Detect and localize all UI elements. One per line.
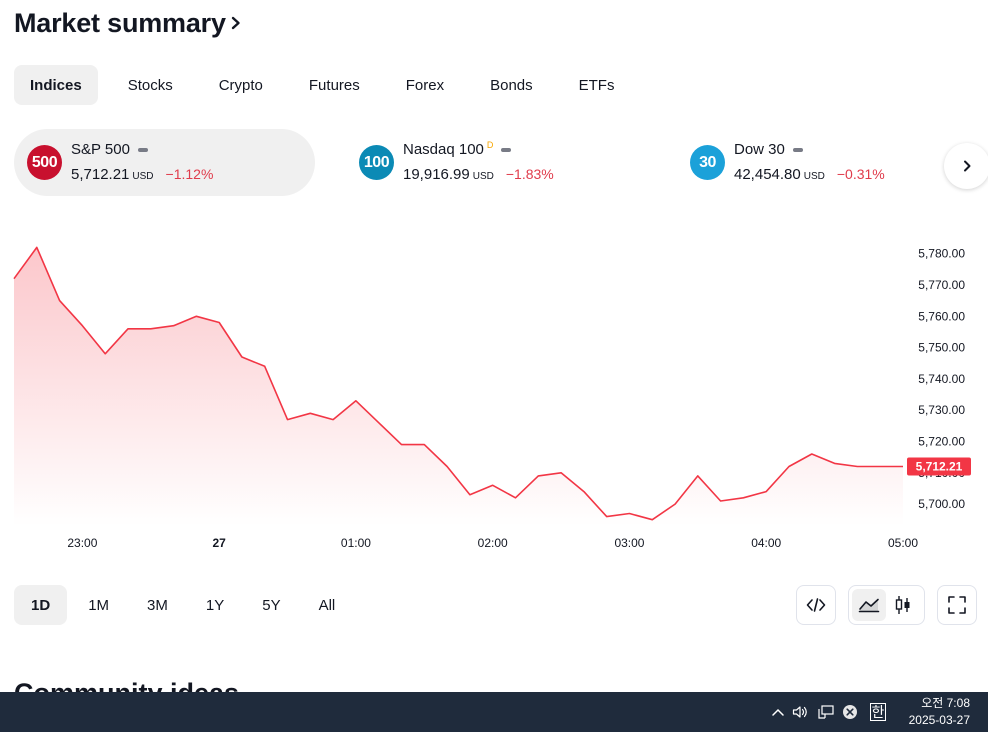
index-card-dow30[interactable]: 30 Dow 30 42,454.80 USD −0.31% [690, 129, 940, 196]
last-price-text: 5,712.21 [916, 460, 963, 474]
delayed-data-mark: D [486, 139, 494, 150]
page-title[interactable]: Market summary [14, 7, 226, 38]
fullscreen-button[interactable] [937, 585, 977, 625]
x-axis: 23:00 27 01:00 02:00 03:00 04:00 05:00 [67, 536, 918, 550]
x-tick-label: 02:00 [478, 536, 508, 550]
market-status-dash [501, 147, 512, 152]
range-1d[interactable]: 1D [14, 585, 68, 625]
y-tick-label: 5,720.00 [918, 434, 965, 448]
range-3m[interactable]: 3M [147, 596, 168, 614]
x-tick-label: 23:00 [67, 536, 97, 550]
speaker-icon [792, 705, 810, 719]
close-circle-icon [842, 704, 858, 720]
x-tick-label: 27 [212, 536, 226, 550]
range-selector: 1D 1M 3M 1Y 5Y All [14, 585, 356, 625]
code-icon [806, 597, 826, 613]
x-tick-label: 05:00 [888, 536, 918, 550]
system-clock[interactable]: 오전 7:08 2025-03-27 [909, 695, 970, 729]
index-card-sp500[interactable]: 500 S&P 500 5,712.21 USD −1.12% [14, 129, 315, 196]
y-tick-label: 5,740.00 [918, 372, 965, 386]
candlestick-chart-button[interactable] [886, 589, 920, 621]
y-tick-label: 5,760.00 [918, 309, 965, 323]
index-cards: 500 S&P 500 5,712.21 USD −1.12% 100 Nasd… [14, 129, 988, 197]
tray-expand-button[interactable] [768, 692, 788, 732]
fullscreen-icon [947, 595, 967, 615]
index-name: Nasdaq 100 [403, 141, 484, 158]
x-tick-label: 03:00 [614, 536, 644, 550]
index-card-nasdaq100[interactable]: 100 Nasdaq 100 D 19,916.99 USD −1.83% [359, 129, 649, 196]
index-price: 5,712.21 [71, 165, 130, 183]
y-tick-label: 5,780.00 [918, 247, 965, 261]
area-chart-button[interactable] [852, 589, 886, 621]
index-currency: USD [472, 170, 494, 182]
chevron-right-icon [960, 159, 974, 173]
category-tabs: Indices Stocks Crypto Futures Forex Bond… [14, 65, 644, 105]
clock-time: 오전 7:08 [921, 696, 970, 710]
range-1y[interactable]: 1Y [205, 596, 225, 614]
tab-stocks[interactable]: Stocks [127, 76, 173, 94]
index-badge: 100 [359, 145, 394, 180]
chart-style-toggle [848, 585, 925, 625]
embed-button[interactable] [796, 585, 836, 625]
network-icon [817, 704, 835, 720]
index-currency: USD [803, 170, 825, 182]
chevron-up-icon [771, 707, 785, 717]
price-line [13, 246, 903, 521]
market-summary-title[interactable]: Market summary [14, 6, 242, 40]
next-indices-button[interactable] [944, 143, 988, 189]
x-tick-label: 04:00 [751, 536, 781, 550]
y-tick-label: 5,700.00 [918, 497, 965, 511]
price-chart[interactable]: 5,780.00 5,770.00 5,760.00 5,750.00 5,740.00… [0, 228, 988, 558]
index-name: S&P 500 [71, 141, 130, 158]
last-price-background [907, 457, 971, 476]
range-1m[interactable]: 1M [88, 596, 110, 614]
tab-crypto[interactable]: Crypto [218, 76, 263, 94]
index-change: −1.83% [505, 165, 554, 182]
index-currency: USD [132, 170, 154, 182]
index-badge: 500 [27, 145, 62, 180]
tab-futures[interactable]: Futures [308, 76, 360, 94]
ime-indicator[interactable]: 한 [868, 692, 888, 732]
tab-indices[interactable]: Indices [14, 65, 98, 105]
network-button[interactable] [816, 692, 836, 732]
candlestick-icon [894, 595, 912, 615]
index-price: 42,454.80 [734, 165, 801, 183]
index-change: −0.31% [836, 165, 885, 182]
price-area-fill [14, 247, 903, 526]
index-name: Dow 30 [734, 141, 785, 158]
notification-status-button[interactable] [840, 692, 860, 732]
tab-bonds[interactable]: Bonds [490, 76, 533, 94]
clock-date: 2025-03-27 [908, 713, 970, 727]
last-price-label: 5,712.21 [907, 457, 971, 476]
y-tick-label: 5,750.00 [918, 341, 965, 355]
range-5y[interactable]: 5Y [262, 596, 281, 614]
tab-etfs[interactable]: ETFs [578, 76, 615, 94]
volume-button[interactable] [791, 692, 811, 732]
ime-label: 한 [869, 703, 887, 721]
market-status-dash [792, 147, 803, 152]
index-badge: 30 [690, 145, 725, 180]
chevron-right-icon [230, 15, 242, 31]
taskbar: 한 오전 7:08 2025-03-27 [0, 692, 988, 732]
tab-forex[interactable]: Forex [405, 76, 445, 94]
x-tick-label: 01:00 [341, 536, 371, 550]
index-change: −1.12% [165, 165, 214, 182]
area-chart-icon [858, 597, 880, 613]
y-tick-label: 5,770.00 [918, 278, 965, 292]
range-all[interactable]: All [318, 596, 336, 614]
market-status-dash [137, 147, 148, 152]
y-tick-label: 5,730.00 [918, 403, 965, 417]
index-price: 19,916.99 [403, 165, 470, 183]
